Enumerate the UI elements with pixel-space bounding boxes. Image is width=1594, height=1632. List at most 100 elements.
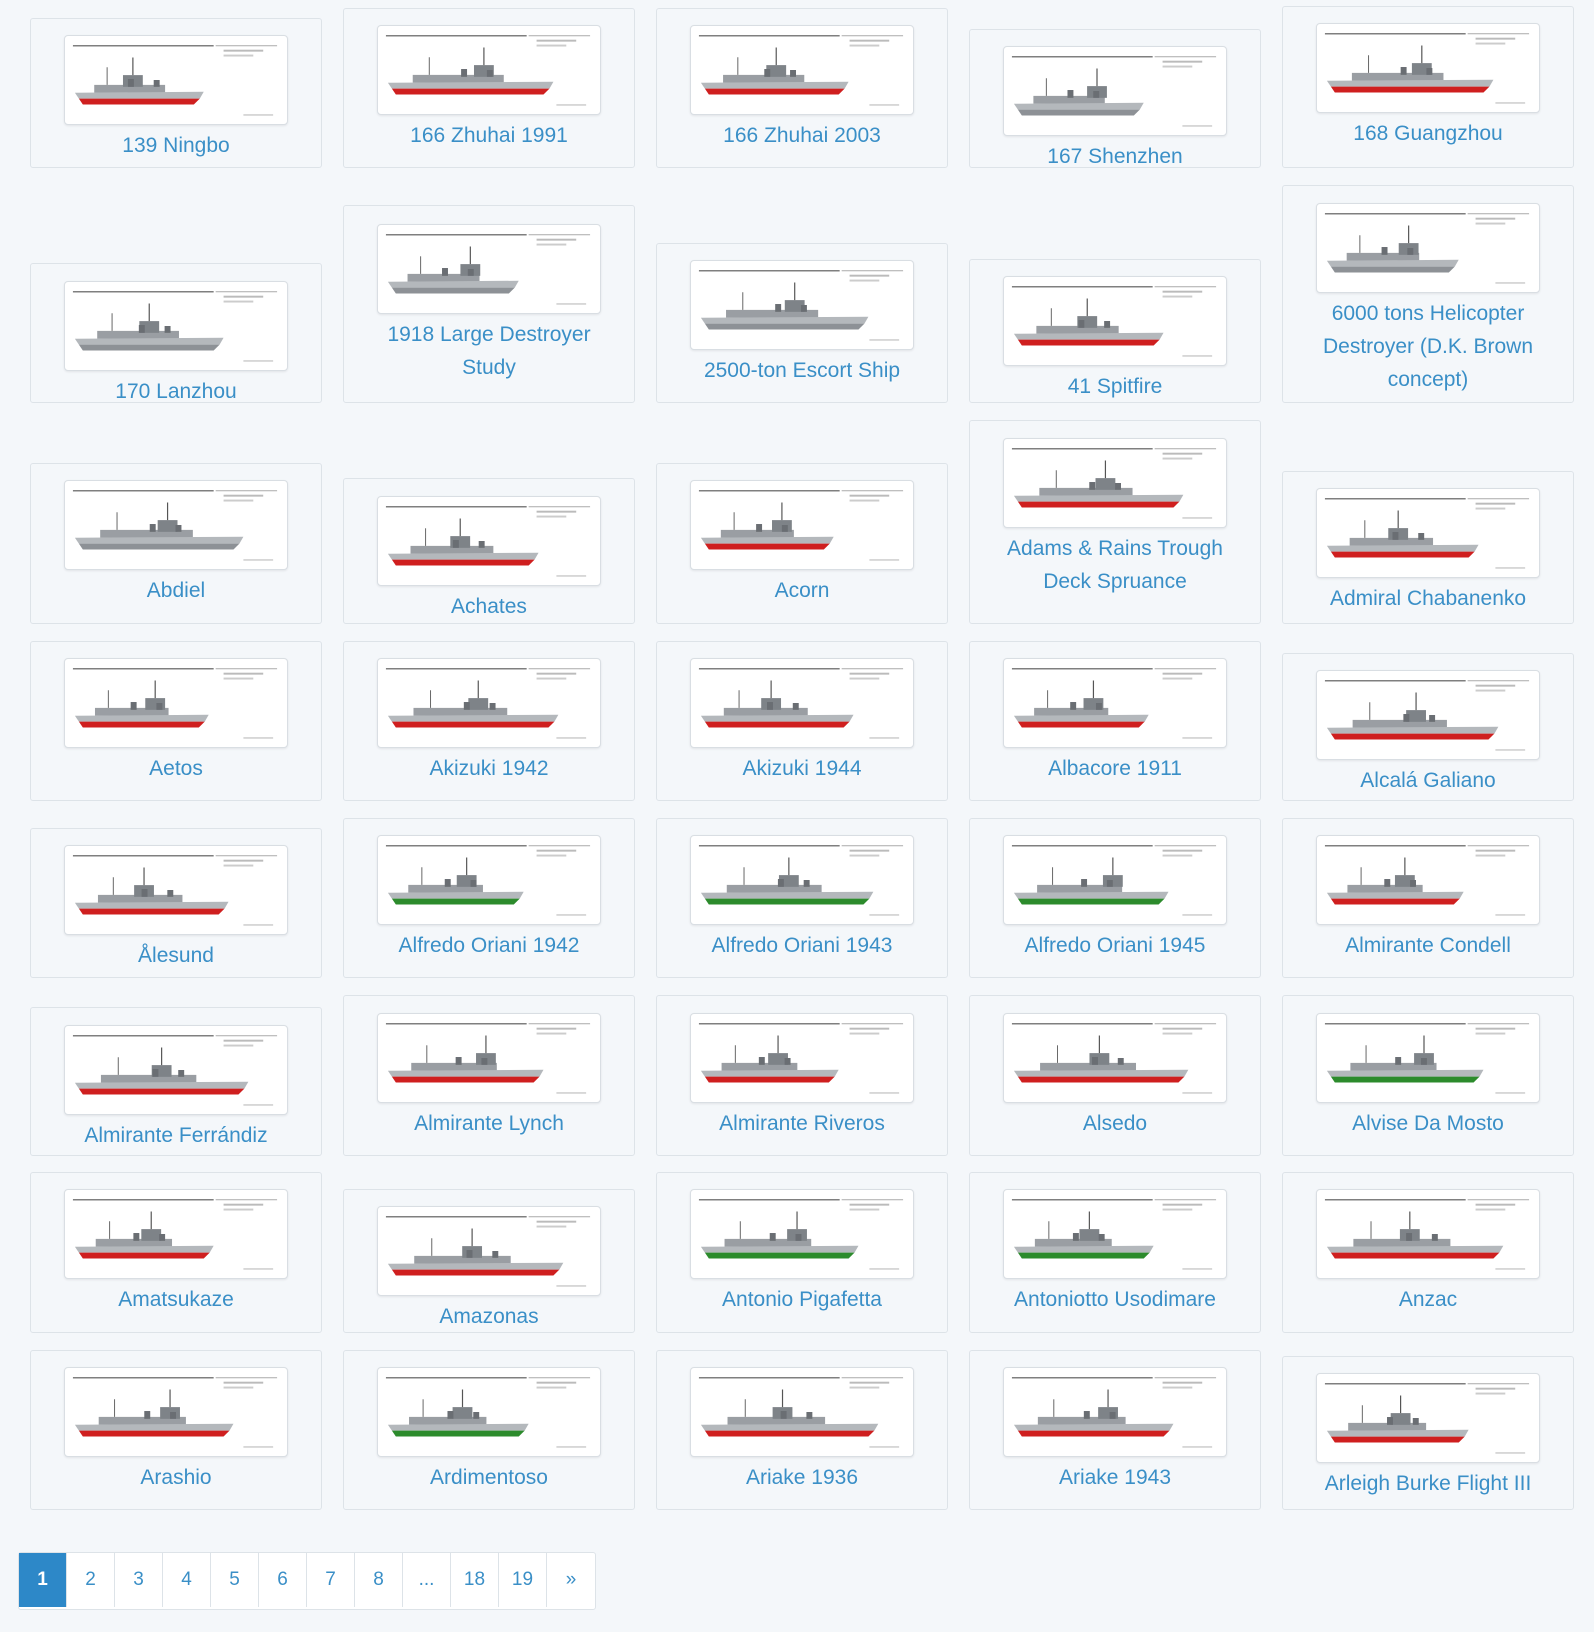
ship-drawing-thumbnail[interactable] (377, 658, 601, 748)
ship-caption-link[interactable]: Almirante Lynch (414, 1112, 564, 1135)
ship-caption-link[interactable]: Admiral Chabanenko (1329, 587, 1527, 610)
ship-card: 166 Zhuhai 2003 (656, 8, 948, 168)
ship-caption-link[interactable]: Amazonas (439, 1305, 539, 1328)
ship-drawing-thumbnail[interactable] (64, 1367, 288, 1457)
ship-caption-link[interactable]: Antoniotto Usodimare (1014, 1288, 1216, 1311)
page-link-2[interactable]: 2 (67, 1553, 115, 1607)
ship-drawing-thumbnail[interactable] (64, 281, 288, 371)
ship-drawing-thumbnail[interactable] (690, 25, 914, 115)
ship-caption-link[interactable]: 139 Ningbo (122, 134, 230, 157)
ship-drawing-thumbnail[interactable] (377, 1206, 601, 1296)
ship-caption-link[interactable]: Arashio (140, 1466, 212, 1489)
ship-caption-link[interactable]: Ariake 1943 (1058, 1466, 1172, 1489)
ship-drawing-thumbnail[interactable] (64, 35, 288, 125)
ship-caption-link[interactable]: 1918 Large Destroyer Study (387, 323, 591, 379)
ship-card: Arashio (30, 1350, 322, 1510)
page-link-1[interactable]: 1 (19, 1553, 67, 1607)
ship-caption-link[interactable]: Aetos (149, 757, 203, 780)
ship-card: Almirante Ferrándiz (30, 1007, 322, 1156)
ship-card: 41 Spitfire (969, 259, 1261, 403)
ship-caption-link[interactable]: Abdiel (146, 579, 206, 602)
ship-drawing-thumbnail[interactable] (1316, 835, 1540, 925)
ship-caption-link[interactable]: Akizuki 1942 (429, 757, 549, 780)
ship-drawing-thumbnail[interactable] (1316, 670, 1540, 760)
ship-caption-link[interactable]: Alfredo Oriani 1943 (711, 934, 893, 957)
ship-caption-link[interactable]: Ariake 1936 (745, 1466, 859, 1489)
ship-drawing-thumbnail[interactable] (690, 1189, 914, 1279)
ship-drawing-thumbnail[interactable] (1316, 1373, 1540, 1463)
ship-caption-link[interactable]: 168 Guangzhou (1353, 122, 1503, 145)
page-link-7[interactable]: 7 (307, 1553, 355, 1607)
ship-caption-link[interactable]: 41 Spitfire (1067, 375, 1163, 398)
ship-drawing-thumbnail[interactable] (1316, 1189, 1540, 1279)
ship-caption-link[interactable]: Alfredo Oriani 1942 (398, 934, 580, 957)
ship-drawing-thumbnail[interactable] (1003, 1189, 1227, 1279)
ship-drawing-thumbnail[interactable] (690, 658, 914, 748)
ship-drawing-thumbnail[interactable] (377, 496, 601, 586)
ship-caption-link[interactable]: Arleigh Burke Flight III (1324, 1472, 1532, 1495)
ship-drawing-thumbnail[interactable] (377, 835, 601, 925)
ship-caption-link[interactable]: Almirante Condell (1345, 934, 1511, 957)
ship-caption-link[interactable]: 166 Zhuhai 1991 (410, 124, 568, 147)
ship-drawing-thumbnail[interactable] (377, 224, 601, 314)
ship-drawing-thumbnail[interactable] (1316, 488, 1540, 578)
ship-caption-link[interactable]: 166 Zhuhai 2003 (723, 124, 881, 147)
page-link-6[interactable]: 6 (259, 1553, 307, 1607)
ship-caption-link[interactable]: Ardimentoso (430, 1466, 548, 1489)
ship-drawing-thumbnail[interactable] (1003, 276, 1227, 366)
ship-caption-link[interactable]: 2500-ton Escort Ship (703, 359, 901, 382)
ship-caption-link[interactable]: Antonio Pigafetta (722, 1288, 882, 1311)
ship-caption-link[interactable]: Ålesund (138, 944, 214, 967)
ship-card: Akizuki 1942 (343, 641, 635, 801)
ship-caption-link[interactable]: Alfredo Oriani 1945 (1024, 934, 1206, 957)
ship-drawing-thumbnail[interactable] (64, 845, 288, 935)
next-page-link[interactable]: » (565, 1569, 577, 1590)
ship-caption-link[interactable]: Anzac (1398, 1288, 1458, 1311)
ship-drawing-thumbnail[interactable] (690, 1367, 914, 1457)
page-link-5[interactable]: 5 (211, 1553, 259, 1607)
ship-drawing-thumbnail[interactable] (1003, 1367, 1227, 1457)
ship-caption-link[interactable]: Acorn (774, 579, 830, 602)
ship-caption-link[interactable]: Alcalá Galiano (1360, 769, 1496, 792)
ship-caption-link[interactable]: Akizuki 1944 (742, 757, 862, 780)
page-link-3[interactable]: 3 (115, 1553, 163, 1607)
ship-drawing-thumbnail[interactable] (690, 480, 914, 570)
ship-caption-link[interactable]: Amatsukaze (118, 1288, 234, 1311)
ship-caption-link[interactable]: Alsedo (1082, 1112, 1148, 1135)
ship-caption-link[interactable]: Almirante Riveros (719, 1112, 885, 1135)
ship-caption-link[interactable]: 170 Lanzhou (115, 380, 237, 403)
ship-drawing-thumbnail[interactable] (64, 1025, 288, 1115)
ship-caption-link[interactable]: 167 Shenzhen (1047, 145, 1183, 168)
ship-drawing-thumbnail[interactable] (377, 25, 601, 115)
ship-card: Admiral Chabanenko (1282, 471, 1574, 624)
ship-card: Almirante Lynch (343, 995, 635, 1156)
ship-drawing-thumbnail[interactable] (1003, 438, 1227, 528)
ship-caption-link[interactable]: Albacore 1911 (1048, 757, 1182, 780)
ship-drawing-thumbnail[interactable] (1003, 46, 1227, 136)
ship-caption-link[interactable]: Adams & Rains Trough Deck Spruance (1007, 537, 1223, 593)
ship-drawing-thumbnail[interactable] (690, 1013, 914, 1103)
ship-caption-link[interactable]: Alvise Da Mosto (1352, 1112, 1504, 1135)
ship-drawing-thumbnail[interactable] (64, 480, 288, 570)
ship-drawing-thumbnail[interactable] (64, 1189, 288, 1279)
ship-drawing-thumbnail[interactable] (1003, 835, 1227, 925)
ship-drawing-thumbnail[interactable] (377, 1013, 601, 1103)
ship-caption-link[interactable]: Achates (451, 595, 527, 618)
ship-caption-link[interactable]: 6000 tons Helicopter Destroyer (D.K. Bro… (1322, 302, 1534, 391)
page-link-19[interactable]: 19 (499, 1553, 547, 1607)
ship-drawing-thumbnail[interactable] (1003, 1013, 1227, 1103)
ship-drawing-thumbnail[interactable] (1316, 23, 1540, 113)
ship-drawing-thumbnail[interactable] (690, 835, 914, 925)
page-link-4[interactable]: 4 (163, 1553, 211, 1607)
page-link-8[interactable]: 8 (355, 1553, 403, 1607)
ship-drawing-thumbnail[interactable] (1003, 658, 1227, 748)
ship-drawing-thumbnail[interactable] (377, 1367, 601, 1457)
ship-drawing-thumbnail[interactable] (690, 260, 914, 350)
ship-drawing-thumbnail[interactable] (1316, 203, 1540, 293)
page-link-18[interactable]: 18 (451, 1553, 499, 1607)
ship-drawing-thumbnail[interactable] (64, 658, 288, 748)
ship-drawing-thumbnail[interactable] (1316, 1013, 1540, 1103)
ship-caption-link[interactable]: Almirante Ferrándiz (84, 1124, 268, 1147)
ship-card: Almirante Condell (1282, 818, 1574, 978)
ship-card: Alfredo Oriani 1943 (656, 818, 948, 978)
